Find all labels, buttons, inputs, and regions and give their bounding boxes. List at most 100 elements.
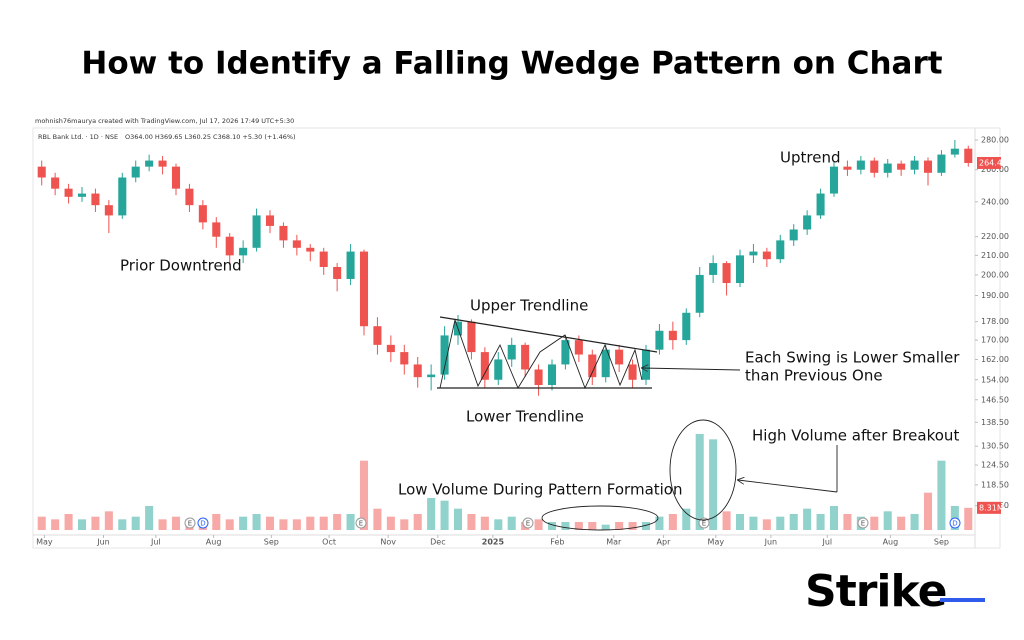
candle-body — [776, 240, 785, 260]
candle-body — [964, 148, 973, 163]
candle-body — [628, 364, 637, 380]
candle-body — [856, 160, 865, 170]
annotation: High Volume after Breakout — [752, 427, 959, 445]
event-marker — [857, 517, 869, 529]
candle-body — [252, 215, 261, 248]
x-tick-label: Nov — [380, 538, 396, 547]
x-tick-label: Jul — [150, 538, 161, 547]
candle-body — [225, 236, 234, 256]
x-tick-label: May — [36, 538, 53, 547]
candle-body — [212, 222, 221, 237]
volume-bar — [319, 516, 328, 530]
candle-body — [615, 349, 624, 365]
volume-bar — [803, 508, 812, 530]
y-tick-label: 118.50 — [981, 480, 1009, 489]
candle-body — [319, 251, 328, 267]
y-tick-label: 154.00 — [981, 375, 1009, 384]
volume-bar — [829, 506, 839, 530]
candle-body — [816, 193, 825, 216]
y-tick-label: 210.00 — [981, 251, 1009, 260]
candle-body — [668, 330, 677, 341]
event-marker — [197, 517, 209, 529]
candle-body — [574, 340, 583, 355]
x-tick-label: Sep — [934, 538, 949, 547]
candle-body — [735, 255, 745, 284]
volume-bar — [346, 514, 355, 530]
y-tick-label: 124.50 — [981, 461, 1009, 470]
candle-body — [37, 166, 46, 178]
volume-bar — [870, 516, 879, 530]
plot: 280.00 260.00 240.00 220.00 210.00 200.00 190.… — [36, 135, 1009, 546]
volume-bar — [400, 519, 409, 530]
y-tick-label: 240.00 — [981, 197, 1009, 206]
volume-bar — [843, 514, 852, 530]
volume-bar — [413, 514, 422, 530]
volume-bar — [306, 516, 315, 530]
volume-bar — [668, 514, 677, 530]
x-tick-label: Oct — [322, 538, 336, 547]
y-tick-label: 220.00 — [981, 232, 1009, 241]
x-tick-label: Aug — [206, 538, 222, 547]
volume-bar — [655, 516, 664, 530]
candle-body — [749, 251, 758, 256]
x-tick-label: Jul — [821, 538, 832, 547]
annotation: Prior Downtrend — [120, 257, 242, 275]
candle-body — [427, 374, 436, 378]
volume-bar — [937, 460, 946, 530]
candle-body — [682, 312, 691, 341]
volume-bar — [534, 519, 543, 530]
candle-body — [145, 160, 154, 167]
x-tick-label: Apr — [657, 538, 672, 547]
candle-body — [467, 321, 476, 353]
x-tick-label: 2025 — [482, 538, 505, 547]
candle-body — [709, 263, 718, 275]
candle-body — [386, 344, 395, 353]
candle-body — [897, 163, 906, 170]
volume-bar — [964, 507, 973, 530]
volume-bar — [762, 519, 771, 530]
y-tick-label: 260.00 — [981, 165, 1009, 174]
volume-bar — [279, 519, 288, 530]
volume-bar — [359, 460, 369, 530]
annotation: Lower Trendline — [466, 408, 584, 426]
event-marker — [949, 517, 961, 529]
candle-body — [198, 205, 207, 223]
candle-body — [588, 354, 597, 378]
high-volume-ellipse — [669, 419, 737, 521]
volume-bar — [77, 519, 87, 530]
annotation: Upper Trendline — [470, 297, 588, 315]
volume-bar — [453, 508, 463, 530]
candle-body — [910, 160, 919, 170]
annotation: Uptrend — [780, 149, 840, 167]
candle-body — [400, 352, 409, 365]
candle-body — [561, 340, 570, 365]
candle-body — [118, 177, 127, 216]
volume-bar — [883, 511, 892, 530]
volume-bar — [682, 508, 691, 530]
candle-body — [158, 160, 167, 167]
event-marker-label: D — [952, 520, 957, 528]
event-marker-label: E — [359, 520, 363, 528]
y-tick-label: 138.50 — [981, 418, 1009, 427]
event-marker-label: E — [861, 520, 865, 528]
candle-body — [480, 352, 489, 380]
candle-body — [870, 160, 879, 173]
volume-bar — [252, 514, 261, 530]
event-marker — [184, 517, 196, 529]
annotation: Each Swing is Lower Smaller — [745, 349, 960, 367]
credit: mohnish76maurya created with TradingView… — [35, 117, 294, 125]
event-marker-label: E — [188, 520, 192, 528]
y-tick-label: 170.00 — [981, 336, 1009, 345]
volume-bar — [615, 522, 624, 530]
event-marker-label: E — [702, 520, 706, 528]
candle-body — [131, 166, 140, 178]
candle-body — [77, 193, 87, 197]
candle-body — [413, 364, 422, 378]
last-volume-label: 8.31M — [979, 503, 1004, 512]
event-marker — [698, 517, 710, 529]
volume-bar — [695, 434, 704, 530]
candle-body — [937, 154, 946, 173]
volume-bar — [333, 514, 342, 530]
y-tick-label: 162.00 — [981, 355, 1009, 364]
